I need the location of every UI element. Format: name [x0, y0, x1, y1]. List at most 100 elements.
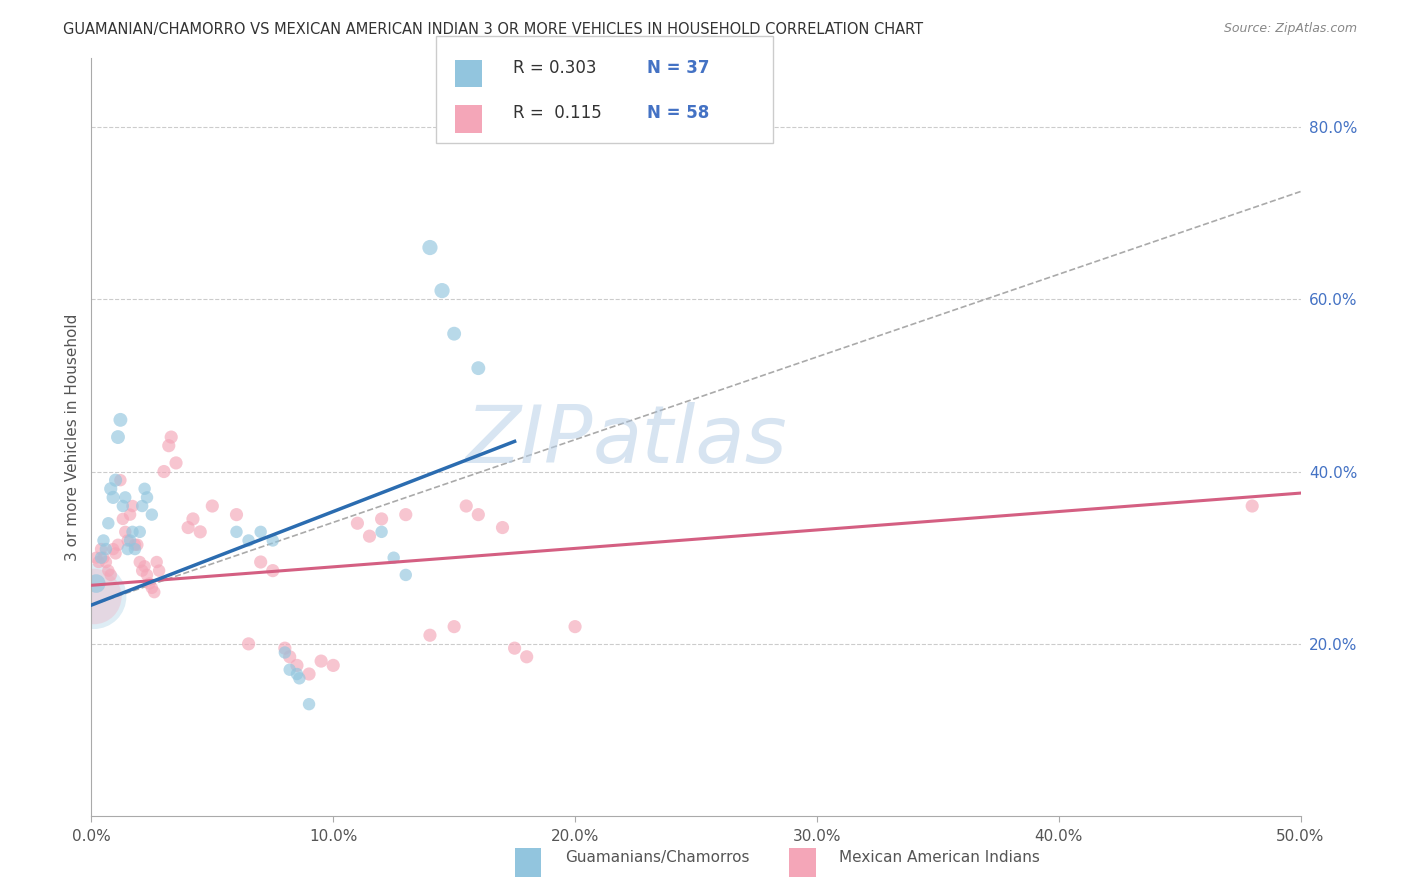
Point — [359, 529, 381, 543]
Text: ZIP: ZIP — [465, 402, 593, 480]
Point — [117, 533, 139, 548]
Point — [225, 524, 247, 539]
Point — [93, 550, 115, 565]
Point — [430, 284, 453, 298]
Point — [274, 641, 297, 656]
Text: atlas: atlas — [593, 402, 787, 480]
Text: Source: ZipAtlas.com: Source: ZipAtlas.com — [1223, 22, 1357, 36]
Point — [128, 555, 150, 569]
Point — [181, 512, 204, 526]
Point — [157, 439, 180, 453]
Point — [145, 555, 167, 569]
Point — [419, 240, 441, 254]
Point — [128, 524, 150, 539]
Point — [370, 524, 392, 539]
Point — [131, 499, 153, 513]
Text: N = 37: N = 37 — [647, 59, 709, 77]
Point — [127, 538, 149, 552]
Point — [136, 568, 159, 582]
Point — [278, 663, 301, 677]
Point — [101, 491, 124, 505]
Point — [90, 542, 112, 557]
Point — [148, 564, 170, 578]
Point — [107, 430, 129, 444]
Point — [419, 628, 441, 642]
Point — [188, 524, 211, 539]
Point — [94, 555, 117, 569]
Point — [288, 671, 311, 685]
Point — [322, 658, 344, 673]
Point — [117, 542, 139, 557]
Point — [104, 473, 127, 487]
Point — [104, 546, 127, 560]
Point — [138, 576, 160, 591]
Point — [491, 520, 513, 534]
Point — [516, 649, 538, 664]
Y-axis label: 3 or more Vehicles in Household: 3 or more Vehicles in Household — [65, 313, 80, 561]
Point — [114, 524, 136, 539]
Point — [107, 538, 129, 552]
Point — [160, 430, 183, 444]
Point — [262, 533, 284, 548]
Text: R = 0.303: R = 0.303 — [513, 59, 596, 77]
Point — [382, 550, 405, 565]
Point — [124, 538, 146, 552]
Point — [124, 542, 146, 557]
Point — [131, 564, 153, 578]
Point — [238, 637, 260, 651]
Point — [87, 555, 110, 569]
Point — [395, 508, 418, 522]
Point — [93, 533, 115, 548]
Point — [249, 555, 271, 569]
Point — [136, 491, 159, 505]
Point — [100, 482, 122, 496]
Point — [395, 568, 418, 582]
Point — [370, 512, 392, 526]
Point — [262, 564, 284, 578]
Point — [285, 667, 308, 681]
Point — [83, 590, 105, 604]
Point — [285, 658, 308, 673]
Point — [97, 516, 120, 531]
Point — [111, 499, 134, 513]
Point — [564, 619, 586, 633]
Point — [238, 533, 260, 548]
Point — [309, 654, 332, 668]
Point — [201, 499, 224, 513]
Point — [90, 550, 112, 565]
Point — [121, 524, 143, 539]
Point — [249, 524, 271, 539]
Text: R =  0.115: R = 0.115 — [513, 104, 602, 122]
Point — [456, 499, 478, 513]
Point — [110, 413, 132, 427]
Text: Mexican American Indians: Mexican American Indians — [839, 850, 1040, 865]
Point — [143, 585, 166, 599]
Point — [141, 581, 163, 595]
Point — [278, 649, 301, 664]
Point — [110, 473, 132, 487]
Point — [443, 619, 465, 633]
Point — [346, 516, 368, 531]
Point — [100, 568, 122, 582]
Point — [165, 456, 187, 470]
Point — [225, 508, 247, 522]
Point — [84, 576, 107, 591]
Point — [134, 559, 156, 574]
Point — [298, 667, 321, 681]
Point — [177, 520, 200, 534]
Point — [121, 499, 143, 513]
Point — [94, 542, 117, 557]
Point — [134, 482, 156, 496]
Point — [111, 512, 134, 526]
Point — [114, 491, 136, 505]
Text: Guamanians/Chamorros: Guamanians/Chamorros — [565, 850, 749, 865]
Point — [84, 550, 107, 565]
Point — [443, 326, 465, 341]
Point — [120, 533, 142, 548]
Point — [101, 542, 124, 557]
Point — [1241, 499, 1264, 513]
Point — [274, 645, 297, 659]
Point — [467, 508, 489, 522]
Point — [503, 641, 526, 656]
Point — [153, 465, 176, 479]
